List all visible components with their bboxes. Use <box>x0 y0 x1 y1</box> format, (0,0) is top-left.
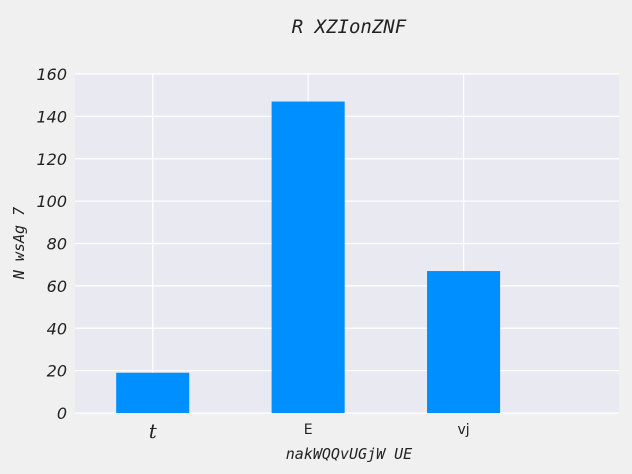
x-axis-label: nakWQQvUGjW UE <box>286 445 412 463</box>
y-tick-label: 20 <box>47 362 67 381</box>
bar-vj <box>427 271 501 413</box>
y-tick-labels: 0 20 40 60 80 100 120 140 160 <box>36 65 67 423</box>
y-tick-label: 100 <box>36 192 67 211</box>
bar-E <box>271 101 345 413</box>
x-tick-label: vj <box>457 422 469 438</box>
y-tick-label: 60 <box>47 277 67 296</box>
y-tick-label: 0 <box>57 404 67 423</box>
x-tick-label: E <box>304 422 313 438</box>
y-tick-label: 140 <box>36 107 67 126</box>
bar-t <box>116 372 190 413</box>
chart-title: R XZIonZNF <box>292 16 407 38</box>
x-tick-label: t <box>149 419 158 443</box>
y-tick-label: 120 <box>36 150 67 169</box>
y-axis-label: N wsAg 7 <box>10 207 28 280</box>
y-tick-label: 80 <box>47 235 67 254</box>
y-tick-label: 40 <box>47 319 67 338</box>
y-tick-label: 160 <box>36 65 67 84</box>
bars <box>116 101 501 413</box>
